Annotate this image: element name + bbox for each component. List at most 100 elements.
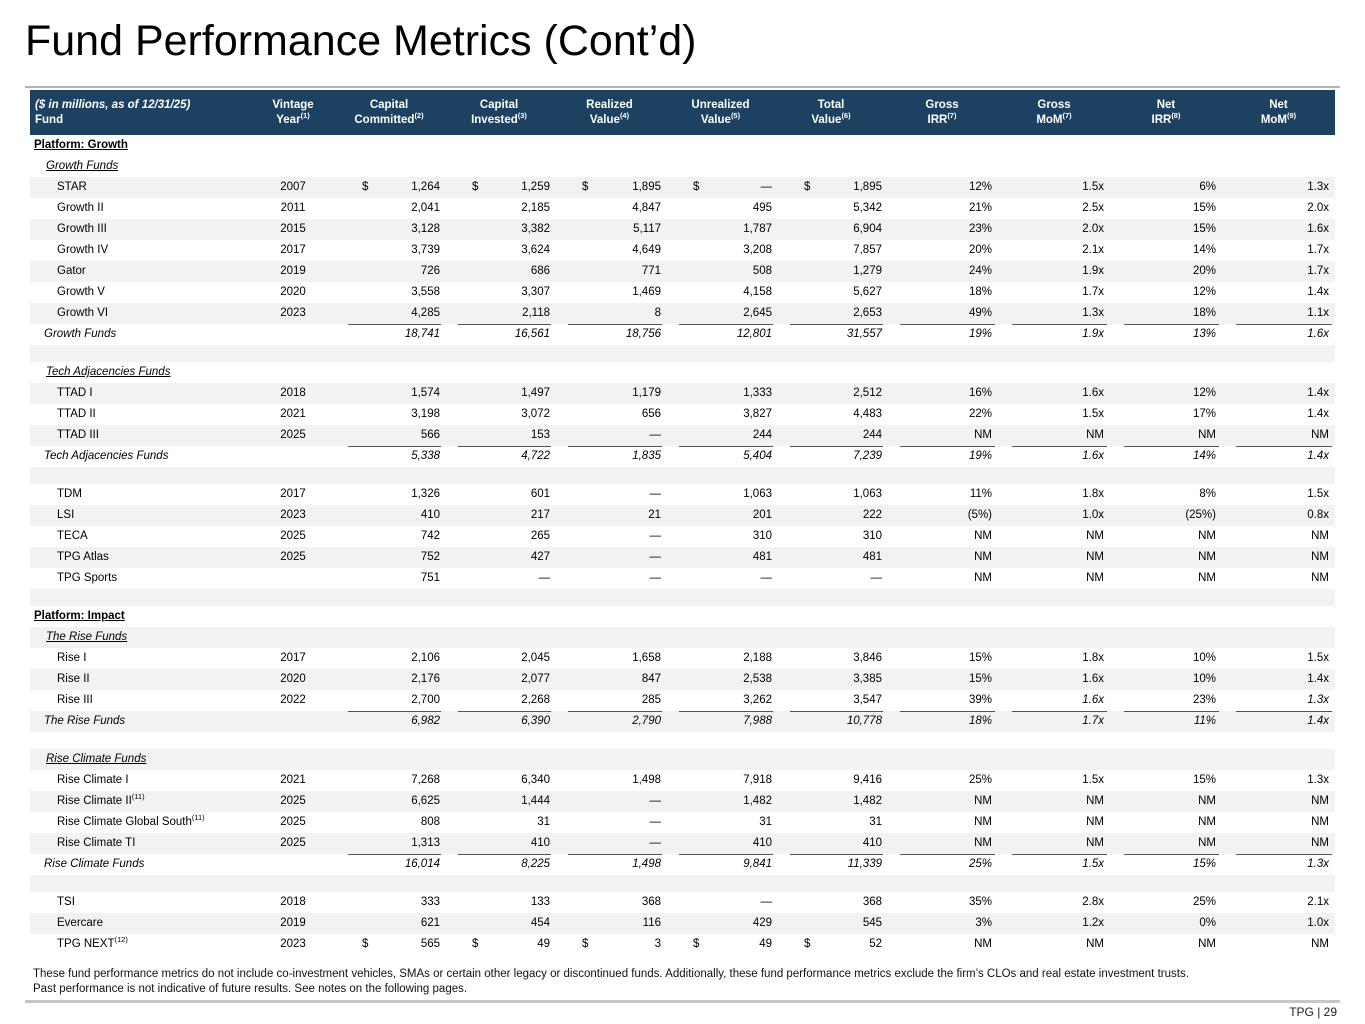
- cell-unrealized-value: 4,158: [743, 286, 772, 298]
- cell-gross-irr: 23%: [968, 223, 992, 235]
- cell-realized-value: 18,756: [554, 324, 665, 345]
- cell-fund-name: Platform: Impact: [34, 610, 125, 622]
- cell-vintage: 2017: [280, 652, 306, 664]
- table-row: TDM 2017 1,326 601 — 1,063 1,063 11% 1.8x 8% 1.5x: [30, 484, 1335, 505]
- cell-capital-committed: $1,264: [362, 181, 440, 193]
- cell-gross-irr: NM: [974, 551, 992, 563]
- table-row: TTAD I 2018 1,574 1,497 1,179 1,333 2,512 16% 1.…: [30, 383, 1335, 404]
- cell-vintage: 2007: [280, 181, 306, 193]
- table-header-gross_irr: Gross IRR(7): [925, 98, 959, 126]
- cell-gross-mom: NM: [1086, 837, 1104, 849]
- cell-unrealized-value: 310: [752, 530, 772, 542]
- cell-gross-mom: NM: [1086, 551, 1104, 563]
- cell-fund-name: Rise Climate TI: [57, 837, 136, 849]
- cell-gross-irr: 18%: [886, 711, 998, 732]
- cell-total-value: 7,239: [776, 446, 886, 467]
- cell-capital-committed: 1,313: [411, 837, 440, 849]
- cell-capital-committed: 752: [420, 551, 440, 563]
- cell-capital-committed: 3,739: [411, 244, 440, 256]
- cell-net-mom: 1.3x: [1307, 774, 1329, 786]
- cell-realized-value: —: [649, 795, 662, 807]
- cell-gross-irr: NM: [974, 795, 992, 807]
- cell-vintage: 2021: [280, 408, 306, 420]
- cell-gross-mom: 1.6x: [1082, 387, 1104, 399]
- cell-total-value: 2,512: [853, 387, 882, 399]
- cell-total-value: 5,342: [853, 202, 882, 214]
- cell-total-value: 410: [862, 837, 882, 849]
- cell-unrealized-value: 201: [752, 509, 772, 521]
- cell-fund-name: Growth VI: [57, 307, 109, 319]
- cell-gross-irr: NM: [974, 429, 992, 441]
- cell-capital-committed: 333: [420, 896, 440, 908]
- cell-net-irr: NM: [1198, 938, 1216, 950]
- cell-vintage: 2025: [280, 837, 306, 849]
- cell-fund-name: TPG Atlas: [57, 551, 109, 563]
- cell-capital-invested: 1,444: [521, 795, 550, 807]
- cell-unrealized-value: —: [760, 896, 773, 908]
- cell-total-value: 3,547: [853, 694, 882, 706]
- cell-unrealized-value: 31: [759, 816, 772, 828]
- cell-capital-invested: 454: [530, 917, 550, 929]
- cell-realized-value: $3: [582, 938, 661, 950]
- cell-fund-name: The Rise Funds: [44, 715, 126, 727]
- cell-unrealized-value: $ —: [693, 181, 772, 193]
- table-row: Rise Climate I 2021 7,268 6,340 1,498 7,918 9,…: [30, 770, 1335, 791]
- cell-net-irr: (25%): [1185, 509, 1216, 521]
- cell-capital-invested: 3,624: [521, 244, 550, 256]
- cell-net-irr: 25%: [1192, 896, 1216, 908]
- cell-fund-name: Rise Climate Funds: [44, 858, 145, 870]
- page-title: Fund Performance Metrics (Cont’d): [25, 17, 697, 65]
- cell-capital-committed: $565: [362, 938, 440, 950]
- cell-fund-name: Growth Funds: [46, 160, 119, 172]
- cell-net-irr: NM: [1198, 795, 1216, 807]
- cell-gross-mom: 1.5x: [1082, 774, 1104, 786]
- cell-gross-mom: NM: [1086, 429, 1104, 441]
- cell-total-value: 31,557: [776, 324, 886, 345]
- table-row: Rise Climate TI 2025 1,313 410 — 410 410 NM NM NM…: [30, 833, 1335, 854]
- footer-divider: [25, 1000, 1340, 1003]
- cell-fund-name: Rise Climate II(11): [57, 792, 145, 807]
- table-row: [30, 467, 1335, 484]
- cell-fund-name: Rise III: [57, 694, 93, 706]
- cell-net-irr: 15%: [1192, 774, 1216, 786]
- cell-capital-invested: 4,722: [444, 446, 554, 467]
- cell-capital-invested: 16,561: [444, 324, 554, 345]
- cell-gross-irr: 19%: [886, 446, 998, 467]
- cell-net-irr: NM: [1198, 816, 1216, 828]
- cell-capital-committed: 410: [420, 509, 440, 521]
- cell-net-irr: 15%: [1110, 854, 1222, 875]
- cell-net-irr: NM: [1198, 572, 1216, 584]
- table-row: TTAD III 2025 566 153 — 244 244 NM NM NM NM: [30, 425, 1335, 446]
- table-row: Platform: Growth: [30, 135, 1335, 156]
- cell-total-value: 1,482: [853, 795, 882, 807]
- cell-fund-name: Rise II: [57, 673, 90, 685]
- cell-fund-name: Growth IV: [57, 244, 109, 256]
- cell-gross-irr: (5%): [967, 509, 992, 521]
- table-header-invested: Capital Invested(3): [471, 98, 527, 126]
- page-number: TPG | 29: [1289, 1005, 1337, 1019]
- cell-unrealized-value: —: [760, 572, 773, 584]
- cell-capital-invested: 153: [530, 429, 550, 441]
- cell-net-mom: NM: [1311, 551, 1329, 563]
- cell-net-irr: NM: [1198, 837, 1216, 849]
- cell-gross-irr: NM: [974, 938, 992, 950]
- cell-unrealized-value: 3,827: [743, 408, 772, 420]
- cell-total-value: 222: [862, 509, 882, 521]
- cell-net-irr: 12%: [1192, 387, 1216, 399]
- cell-gross-mom: 1.3x: [1082, 307, 1104, 319]
- cell-capital-committed: 3,558: [411, 286, 440, 298]
- cell-unrealized-value: 1,787: [743, 223, 772, 235]
- cell-gross-mom: 1.8x: [1082, 488, 1104, 500]
- cell-gross-mom: 1.5x: [998, 854, 1110, 875]
- cell-realized-value: 21: [648, 509, 661, 521]
- cell-capital-invested: 601: [530, 488, 550, 500]
- table-row: STAR 2007 $1,264 $1,259 $1,895 $ — $1,895 12% 1.5…: [30, 177, 1335, 198]
- cell-total-value: $1,895: [804, 181, 882, 193]
- cell-realized-value: 1,498: [632, 774, 661, 786]
- cell-realized-value: 4,847: [632, 202, 661, 214]
- table-row: LSI 2023 410 217 21 201 222 (5%) 1.0x (25%) 0.8x: [30, 505, 1335, 526]
- cell-gross-irr: NM: [974, 572, 992, 584]
- cell-net-mom: 1.4x: [1307, 286, 1329, 298]
- cell-capital-invested: 217: [530, 509, 550, 521]
